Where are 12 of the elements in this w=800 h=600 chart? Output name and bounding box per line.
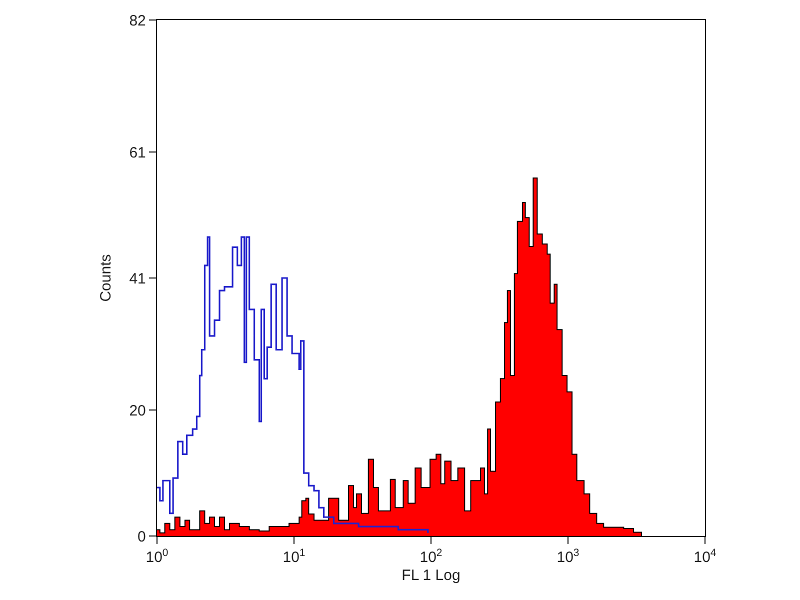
x-tick-label: 10$^{3}$ bbox=[556, 546, 580, 566]
y-tick-label: 20 bbox=[129, 402, 146, 420]
y-tick-label: 61 bbox=[129, 144, 146, 162]
y-tick-label: 41 bbox=[129, 270, 146, 288]
y-tick-label: 0 bbox=[138, 528, 146, 546]
x-tick-label: 10$^{1}$ bbox=[282, 546, 306, 566]
x-tick-label: 10$^{4}$ bbox=[694, 546, 716, 566]
x-axis-title: FL 1 Log bbox=[402, 567, 460, 584]
x-tick-label: 10$^{0}$ bbox=[146, 546, 168, 566]
x-tick-label: 10$^{2}$ bbox=[420, 546, 442, 566]
y-axis-title: Counts bbox=[97, 254, 114, 302]
y-tick-label: 82 bbox=[129, 12, 146, 30]
